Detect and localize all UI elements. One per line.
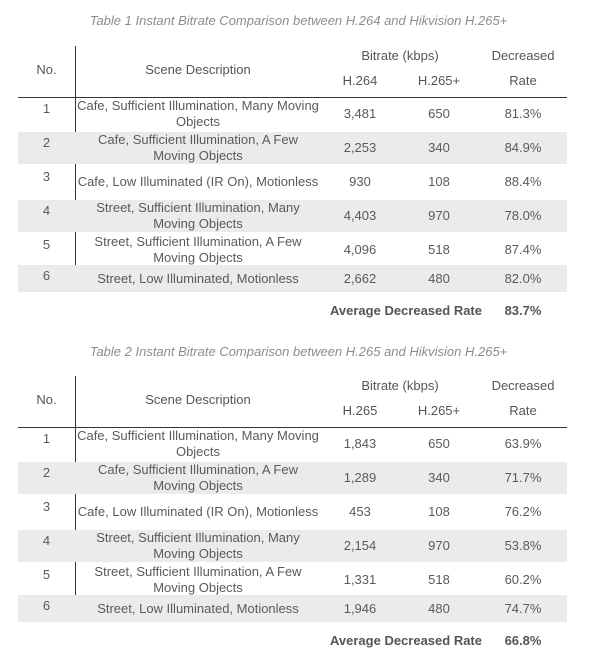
table-2-header-col-b: H.265+ (417, 403, 461, 418)
row-number: 1 (42, 101, 51, 116)
scene-description: Street, Sufficient Illumination, Many Mo… (96, 200, 300, 231)
average-label: Average Decreased Rate (330, 633, 482, 648)
row-number: 3 (42, 169, 51, 184)
table-1-header-col-a: H.264 (342, 73, 378, 88)
table-2-caption: Table 2 Instant Bitrate Comparison betwe… (89, 344, 508, 359)
table-row: 2 Cafe, Sufficient Illumination, A Few M… (18, 462, 567, 494)
table-row: 4 Street, Sufficient Illumination, Many … (18, 200, 567, 232)
decreased-rate: 53.8% (504, 538, 542, 553)
bitrate-b: 108 (428, 174, 450, 189)
scene-description: Cafe, Low Illuminated (IR On), Motionles… (77, 174, 319, 189)
decreased-rate: 71.7% (504, 470, 542, 485)
average-label: Average Decreased Rate (330, 303, 482, 318)
table-row: 2 Cafe, Sufficient Illumination, A Few M… (18, 132, 567, 164)
table-1-header-rate: Rate (509, 73, 537, 88)
scene-description: Street, Sufficient Illumination, A Few M… (94, 564, 302, 595)
average-value: 66.8% (504, 633, 542, 648)
row-number: 5 (42, 567, 51, 582)
bitrate-b: 340 (428, 470, 450, 485)
scene-description: Street, Sufficient Illumination, Many Mo… (96, 530, 300, 561)
bitrate-a: 1,289 (343, 470, 377, 485)
decreased-rate: 84.9% (504, 140, 542, 155)
bitrate-a: 4,403 (343, 208, 377, 223)
decreased-rate: 63.9% (504, 436, 542, 451)
scene-description: Cafe, Sufficient Illumination, A Few Mov… (98, 462, 298, 493)
decreased-rate: 74.7% (504, 600, 542, 616)
scene-description: Cafe, Low Illuminated (IR On), Motionles… (77, 504, 319, 519)
table-2-header-decreased: Decreased (491, 378, 555, 393)
table-row: 1 Cafe, Sufficient Illumination, Many Mo… (18, 428, 567, 460)
table-2-column-divider (75, 376, 76, 622)
bitrate-b: 970 (428, 208, 450, 223)
table-1-header-scene: Scene Description (145, 62, 251, 77)
bitrate-a: 453 (349, 504, 371, 519)
table-1-header-decreased: Decreased (491, 48, 555, 63)
bitrate-a: 930 (349, 174, 371, 189)
scene-description: Street, Sufficient Illumination, A Few M… (94, 234, 302, 265)
bitrate-a: 1,946 (343, 600, 377, 616)
table-2-header-bitrate: Bitrate (kbps) (361, 378, 439, 393)
table-2-header-col-a: H.265 (342, 403, 378, 418)
bitrate-a: 4,096 (343, 242, 377, 257)
scene-description: Cafe, Sufficient Illumination, A Few Mov… (98, 132, 298, 163)
table-2-header-rate: Rate (509, 403, 537, 418)
row-number: 6 (42, 268, 51, 283)
bitrate-b: 518 (428, 242, 450, 257)
table-2-header-scene: Scene Description (145, 392, 251, 407)
row-number: 4 (42, 203, 51, 218)
row-number: 4 (42, 533, 51, 548)
bitrate-b: 650 (428, 436, 450, 451)
row-number: 2 (42, 465, 51, 480)
table-row: 5 Street, Sufficient Illumination, A Few… (18, 564, 567, 596)
bitrate-b: 970 (428, 538, 450, 553)
table-1-column-divider (75, 46, 76, 292)
table-1-header-rule (18, 97, 567, 98)
table-row: 6 Street, Low Illuminated, Motionless 1,… (18, 595, 567, 622)
table-2: No. Scene Description Bitrate (kbps) Dec… (18, 376, 567, 654)
decreased-rate: 60.2% (504, 572, 542, 587)
bitrate-b: 480 (428, 600, 450, 616)
row-number: 3 (42, 499, 51, 514)
bitrate-b: 340 (428, 140, 450, 155)
bitrate-b: 480 (428, 270, 450, 286)
bitrate-a: 1,331 (343, 572, 377, 587)
table-row: 3 Cafe, Low Illuminated (IR On), Motionl… (18, 166, 567, 198)
table-row: 3 Cafe, Low Illuminated (IR On), Motionl… (18, 496, 567, 528)
row-number: 1 (42, 431, 51, 446)
decreased-rate: 87.4% (504, 242, 542, 257)
table-1-header-no: No. (36, 62, 57, 77)
bitrate-a: 1,843 (343, 436, 377, 451)
scene-description: Cafe, Sufficient Illumination, Many Movi… (77, 98, 319, 129)
table-1-header-col-b: H.265+ (417, 73, 461, 88)
bitrate-b: 650 (428, 106, 450, 121)
table-2-header-no: No. (36, 392, 57, 407)
scene-description: Street, Low Illuminated, Motionless (97, 600, 299, 616)
decreased-rate: 76.2% (504, 504, 542, 519)
table-row: 6 Street, Low Illuminated, Motionless 2,… (18, 265, 567, 292)
row-number: 5 (42, 237, 51, 252)
table-row: 5 Street, Sufficient Illumination, A Few… (18, 234, 567, 266)
row-number: 2 (42, 135, 51, 150)
row-number: 6 (42, 598, 51, 613)
bitrate-a: 2,253 (343, 140, 377, 155)
average-value: 83.7% (504, 303, 542, 318)
table-1-caption: Table 1 Instant Bitrate Comparison betwe… (89, 13, 508, 28)
decreased-rate: 78.0% (504, 208, 542, 223)
decreased-rate: 88.4% (504, 174, 542, 189)
bitrate-a: 2,154 (343, 538, 377, 553)
scene-description: Cafe, Sufficient Illumination, Many Movi… (77, 428, 319, 459)
table-2-header-rule (18, 427, 567, 428)
bitrate-b: 108 (428, 504, 450, 519)
scene-description: Street, Low Illuminated, Motionless (97, 270, 299, 286)
decreased-rate: 81.3% (504, 106, 542, 121)
table-1-header-bitrate: Bitrate (kbps) (361, 48, 439, 63)
bitrate-a: 2,662 (343, 270, 377, 286)
bitrate-b: 518 (428, 572, 450, 587)
table-1: No. Scene Description Bitrate (kbps) Dec… (18, 46, 567, 318)
decreased-rate: 82.0% (504, 270, 542, 286)
table-row: 4 Street, Sufficient Illumination, Many … (18, 530, 567, 562)
bitrate-a: 3,481 (343, 106, 377, 121)
table-row: 1 Cafe, Sufficient Illumination, Many Mo… (18, 98, 567, 130)
